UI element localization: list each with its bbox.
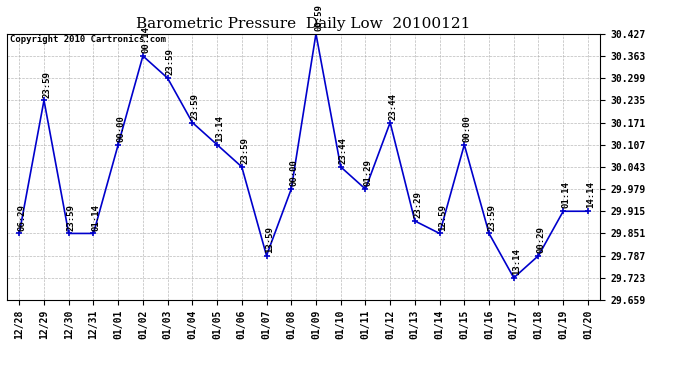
Text: 13:59: 13:59 — [265, 226, 274, 253]
Text: 23:44: 23:44 — [388, 93, 397, 120]
Text: 14:14: 14:14 — [586, 182, 595, 209]
Text: 01:29: 01:29 — [364, 159, 373, 186]
Text: 23:29: 23:29 — [413, 191, 422, 218]
Text: 00:00: 00:00 — [117, 115, 126, 142]
Text: 23:59: 23:59 — [487, 204, 496, 231]
Text: 13:14: 13:14 — [215, 115, 224, 142]
Text: 13:14: 13:14 — [512, 248, 521, 275]
Text: 00:59: 00:59 — [314, 4, 323, 31]
Text: 01:14: 01:14 — [92, 204, 101, 231]
Text: 23:59: 23:59 — [42, 70, 51, 98]
Title: Barometric Pressure  Daily Low  20100121: Barometric Pressure Daily Low 20100121 — [137, 17, 471, 31]
Text: 12:59: 12:59 — [438, 204, 447, 231]
Text: 23:59: 23:59 — [240, 137, 249, 164]
Text: 23:59: 23:59 — [166, 48, 175, 75]
Text: 00:29: 00:29 — [537, 226, 546, 253]
Text: 00:00: 00:00 — [290, 159, 299, 186]
Text: 00:14: 00:14 — [141, 26, 150, 53]
Text: Copyright 2010 Cartronics.com: Copyright 2010 Cartronics.com — [10, 35, 166, 44]
Text: 00:00: 00:00 — [462, 115, 471, 142]
Text: 23:59: 23:59 — [190, 93, 199, 120]
Text: 01:14: 01:14 — [562, 182, 571, 209]
Text: 06:29: 06:29 — [17, 204, 26, 231]
Text: 23:44: 23:44 — [339, 137, 348, 164]
Text: 23:59: 23:59 — [67, 204, 76, 231]
